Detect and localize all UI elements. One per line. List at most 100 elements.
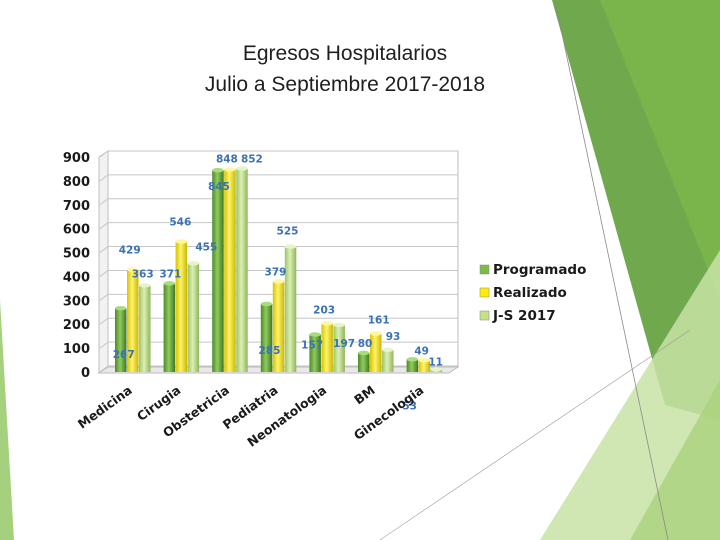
- data-label: 157: [301, 339, 323, 351]
- data-label: 161: [368, 315, 390, 327]
- x-category-label: BM: [351, 382, 378, 407]
- y-tick-label: 300: [63, 294, 90, 309]
- slide-title-line2: Julio a Septiembre 2017-2018: [204, 73, 486, 96]
- x-axis-categories: Medicina CirugiaObstetriciaPediatriaNeona…: [75, 382, 427, 449]
- data-label: 546: [169, 217, 191, 229]
- data-label: 379: [265, 266, 287, 278]
- gridline-depth: [99, 293, 109, 301]
- bar-cap: [212, 167, 224, 173]
- bar-realizado-medicina: [127, 269, 139, 372]
- decor-line-2: [379, 329, 691, 540]
- bar-realizado-cirugia: [175, 241, 188, 372]
- bar-realizado-neonatologia: [321, 323, 333, 372]
- bar-programado-medicina: [115, 308, 127, 372]
- data-labels: 267 429 363 371 546 455 845 848 852 285 379 525 157 2…: [113, 153, 443, 412]
- bar-cap: [284, 244, 297, 249]
- bar-cap: [187, 261, 200, 266]
- bar-cap: [260, 301, 273, 307]
- gridline-depth: [99, 246, 109, 253]
- bar-cap: [163, 281, 176, 286]
- bar-cap: [418, 358, 431, 363]
- data-label: 53: [402, 400, 417, 412]
- bar-j-s-2017-neonatologia: [333, 324, 345, 372]
- bar-cap: [272, 279, 285, 284]
- bar-j-s-2017-bm: [382, 349, 394, 372]
- decor-shape-mid: [600, 0, 720, 300]
- bar-cap: [333, 322, 345, 328]
- legend-label: Realizado: [493, 285, 567, 301]
- bar-j-s-2017-cirugia: [187, 263, 200, 372]
- data-label: 371: [159, 268, 181, 280]
- bar-programado-pediatria: [260, 303, 273, 372]
- data-label: 11: [428, 356, 443, 368]
- gridline-depth: [99, 174, 109, 182]
- gridline-depth: [99, 270, 109, 277]
- bar-cap: [358, 350, 370, 356]
- bar-cap: [224, 167, 236, 172]
- y-tick-label: 700: [63, 199, 90, 214]
- bar-cap: [321, 321, 333, 326]
- bar-cap: [139, 283, 151, 288]
- data-label: 845: [208, 181, 230, 193]
- bar-programado-obstetricia: [212, 170, 224, 372]
- data-label: 285: [259, 345, 281, 357]
- data-label: 852: [241, 153, 263, 165]
- y-axis-ticks: 0 100 200 300 400 500 600 700 800 900: [63, 151, 90, 381]
- bar-cap: [175, 239, 188, 244]
- legend-swatch: [479, 264, 490, 275]
- legend: Programado Realizado J-S 2017: [479, 262, 586, 324]
- y-tick-label: 0: [81, 366, 90, 381]
- gridline-depth: [99, 222, 109, 230]
- slide-title-line1: Egresos Hospitalarios: [242, 42, 448, 65]
- data-label: 203: [313, 305, 335, 317]
- data-label: 455: [195, 241, 217, 253]
- bar-programado-neonatologia: [309, 334, 321, 372]
- legend-swatch: [479, 287, 490, 298]
- y-tick-label: 900: [63, 151, 90, 166]
- bar-programado-cirugia: [163, 283, 176, 372]
- bar-cap: [370, 331, 382, 336]
- bar-cap: [115, 306, 127, 311]
- gridline-depth: [99, 341, 109, 349]
- gridline-depth: [99, 317, 109, 325]
- gridline-depth: [99, 365, 109, 373]
- legend-label: J-S 2017: [492, 308, 556, 324]
- bar-cap: [309, 332, 321, 337]
- data-label: 80: [358, 338, 373, 350]
- y-tick-label: 500: [63, 247, 90, 262]
- decor-shape-light2: [630, 380, 720, 540]
- bar-cap: [382, 347, 394, 352]
- y-tick-label: 400: [63, 270, 90, 285]
- bar-series: [115, 166, 443, 372]
- data-label: 525: [277, 226, 299, 238]
- bar-realizado-ginecologia: [418, 360, 431, 372]
- data-label: 267: [113, 349, 135, 361]
- bar-programado-bm: [358, 352, 370, 372]
- bar-cap: [236, 166, 248, 171]
- bar-cap: [127, 267, 139, 272]
- data-label: 93: [386, 331, 401, 343]
- bar-cap: [430, 367, 443, 372]
- legend-label: Programado: [493, 262, 586, 278]
- bar-j-s-2017-obstetricia: [236, 168, 248, 372]
- bar-realizado-obstetricia: [224, 169, 236, 372]
- data-label: 363: [132, 268, 154, 280]
- bar-cap: [406, 357, 419, 362]
- x-category-label: Medicina: [75, 382, 135, 431]
- data-label: 848: [216, 153, 238, 165]
- bar-realizado-pediatria: [272, 281, 285, 372]
- data-label: 429: [119, 245, 141, 257]
- bar-j-s-2017-medicina: [139, 285, 151, 372]
- plot-left-wall: [98, 150, 109, 374]
- decor-line-1: [554, 0, 669, 540]
- data-label: 49: [414, 345, 429, 357]
- bar-programado-ginecologia: [406, 359, 419, 372]
- gridline-depth: [99, 150, 109, 158]
- decor-shape-left: [0, 300, 14, 540]
- gridline-depth: [99, 198, 109, 206]
- y-tick-label: 100: [63, 342, 90, 357]
- bar-realizado-bm: [370, 333, 382, 372]
